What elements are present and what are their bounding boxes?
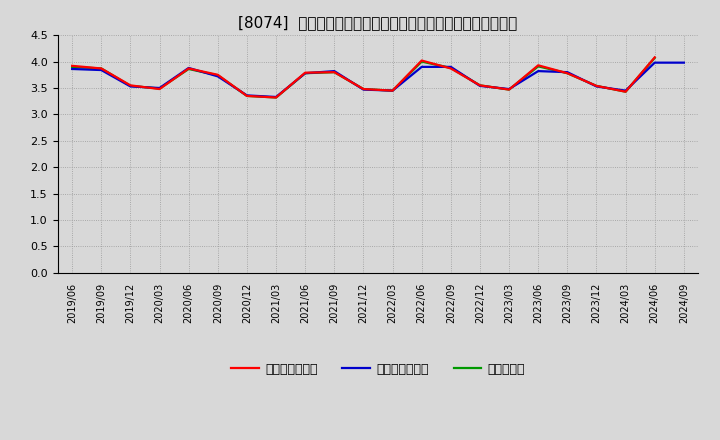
在庫回転率 bbox=[97, 66, 106, 71]
売上債権回転率 bbox=[418, 58, 426, 63]
在庫回転率 bbox=[243, 93, 251, 99]
買入債務回転率 bbox=[680, 60, 688, 65]
買入債務回転率 bbox=[213, 74, 222, 79]
在庫回転率 bbox=[505, 87, 513, 92]
売上債権回転率 bbox=[592, 83, 600, 88]
Line: 売上債権回転率: 売上債権回転率 bbox=[72, 57, 654, 98]
売上債権回転率 bbox=[301, 70, 310, 75]
在庫回転率 bbox=[476, 83, 485, 88]
Line: 在庫回転率: 在庫回転率 bbox=[72, 58, 654, 98]
売上債権回転率 bbox=[213, 72, 222, 77]
Line: 買入債務回転率: 買入債務回転率 bbox=[72, 62, 684, 97]
在庫回転率 bbox=[446, 65, 455, 70]
買入債務回転率 bbox=[388, 88, 397, 93]
在庫回転率 bbox=[621, 89, 630, 94]
買入債務回転率 bbox=[97, 67, 106, 73]
在庫回転率 bbox=[650, 55, 659, 61]
売上債権回転率 bbox=[184, 66, 193, 71]
在庫回転率 bbox=[359, 86, 368, 92]
買入債務回転率 bbox=[592, 84, 600, 89]
在庫回転率 bbox=[592, 83, 600, 88]
買入債務回転率 bbox=[301, 70, 310, 76]
売上債権回転率 bbox=[650, 55, 659, 60]
売上債権回転率 bbox=[621, 89, 630, 94]
買入債務回転率 bbox=[621, 88, 630, 93]
買入債務回転率 bbox=[650, 60, 659, 65]
在庫回転率 bbox=[418, 59, 426, 64]
売上債権回転率 bbox=[126, 83, 135, 88]
買入債務回転率 bbox=[446, 64, 455, 70]
買入債務回転率 bbox=[359, 87, 368, 92]
買入債務回転率 bbox=[534, 69, 543, 74]
在庫回転率 bbox=[213, 73, 222, 78]
在庫回転率 bbox=[330, 70, 338, 75]
在庫回転率 bbox=[534, 64, 543, 69]
売上債権回転率 bbox=[68, 63, 76, 69]
在庫回転率 bbox=[271, 95, 280, 100]
買入債務回転率 bbox=[330, 69, 338, 74]
売上債権回転率 bbox=[243, 93, 251, 99]
売上債権回転率 bbox=[563, 70, 572, 76]
買入債務回転率 bbox=[563, 70, 572, 75]
売上債権回転率 bbox=[271, 95, 280, 100]
Title: [8074]  売上債権回転率、買入債務回転率、在庫回転率の推移: [8074] 売上債権回転率、買入債務回転率、在庫回転率の推移 bbox=[238, 15, 518, 30]
売上債権回転率 bbox=[505, 87, 513, 92]
買入債務回転率 bbox=[184, 65, 193, 70]
売上債権回転率 bbox=[359, 86, 368, 92]
買入債務回転率 bbox=[505, 86, 513, 92]
買入債務回転率 bbox=[156, 85, 164, 91]
買入債務回転率 bbox=[126, 84, 135, 89]
買入債務回転率 bbox=[476, 83, 485, 88]
売上債権回転率 bbox=[534, 62, 543, 68]
在庫回転率 bbox=[184, 66, 193, 72]
在庫回転率 bbox=[563, 70, 572, 76]
買入債務回転率 bbox=[68, 66, 76, 72]
売上債権回転率 bbox=[388, 88, 397, 93]
売上債権回転率 bbox=[330, 70, 338, 75]
売上債権回転率 bbox=[446, 66, 455, 71]
在庫回転率 bbox=[156, 86, 164, 91]
買入債務回転率 bbox=[271, 94, 280, 99]
売上債権回転率 bbox=[97, 66, 106, 71]
在庫回転率 bbox=[388, 88, 397, 93]
在庫回転率 bbox=[126, 83, 135, 88]
在庫回転率 bbox=[68, 64, 76, 70]
買入債務回転率 bbox=[418, 64, 426, 70]
Legend: 売上債権回転率, 買入債務回転率, 在庫回転率: 売上債権回転率, 買入債務回転率, 在庫回転率 bbox=[226, 358, 530, 381]
売上債権回転率 bbox=[476, 83, 485, 88]
売上債権回転率 bbox=[156, 86, 164, 92]
在庫回転率 bbox=[301, 70, 310, 76]
買入債務回転率 bbox=[243, 93, 251, 98]
